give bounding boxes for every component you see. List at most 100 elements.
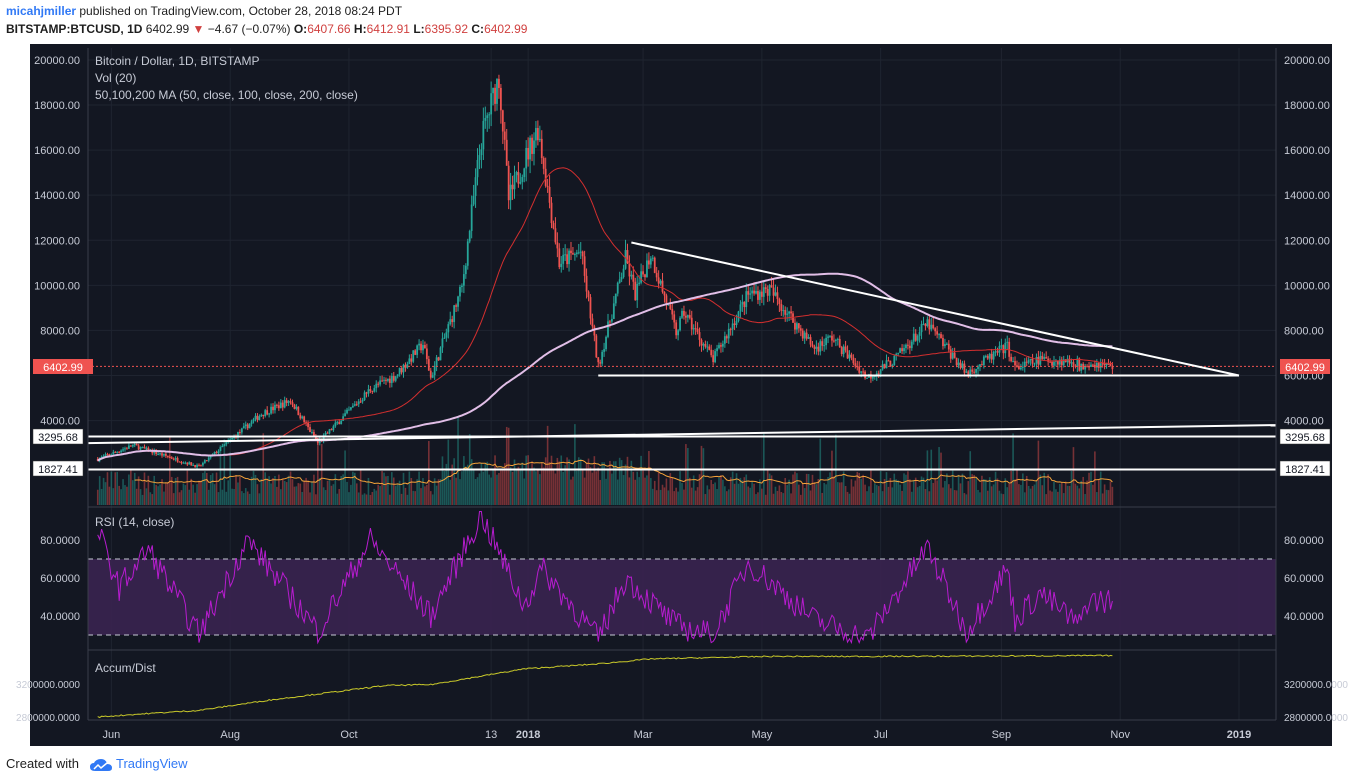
volume-bar: [1055, 489, 1057, 505]
candle-body: [1000, 345, 1003, 347]
volume-bar: [850, 479, 853, 505]
candle-body: [293, 404, 296, 409]
volume-bar: [145, 488, 148, 505]
volume-bar: [346, 481, 348, 505]
candles: [96, 74, 1114, 469]
tradingview-chart[interactable]: Jun Aug Oct 13 2018 Mar May Jul Sep Nov 2019 20000.…: [0, 40, 1364, 750]
volume-bar: [239, 476, 241, 505]
candle-body: [219, 446, 222, 451]
volume-bar: [875, 485, 878, 505]
candle-body: [1074, 365, 1077, 367]
candle-body: [774, 292, 777, 296]
volume-bar: [1018, 484, 1020, 505]
y-tick-label-left: 20000.00: [34, 55, 80, 67]
candle-body: [1111, 366, 1114, 370]
volume-bar: [823, 482, 825, 505]
candle-body: [394, 376, 397, 381]
y-tick-label-right: 12000.00: [1284, 235, 1330, 247]
candle-body: [673, 314, 676, 323]
candle-body: [979, 364, 981, 367]
volume-bar: [1053, 481, 1055, 505]
candle-body: [464, 265, 467, 275]
volume-bar: [854, 480, 857, 505]
candle-body: [969, 369, 972, 375]
volume-bar: [640, 455, 642, 505]
candle-body: [1064, 359, 1067, 363]
volume-bar: [453, 458, 455, 505]
candle-body: [1058, 359, 1061, 365]
candle-body: [819, 341, 822, 352]
volume-bar: [122, 479, 124, 505]
author-link[interactable]: micahjmiller: [6, 4, 77, 18]
candle-body: [928, 319, 931, 330]
level-tag-right-2: 1827.41: [1279, 460, 1331, 477]
candle-body: [525, 147, 528, 169]
volume-bar: [451, 464, 453, 505]
candle-body: [741, 301, 744, 305]
volume-bar: [260, 479, 263, 505]
candle-body: [536, 128, 539, 141]
volume-bar: [1111, 486, 1114, 505]
candle-body: [1027, 360, 1030, 363]
volume-bar: [1057, 491, 1059, 505]
candle-body: [647, 260, 650, 265]
candle-body: [749, 293, 752, 295]
volume-bar: [104, 482, 107, 505]
volume-bar: [788, 479, 790, 505]
volume-bar: [597, 467, 600, 505]
candle-body: [871, 376, 874, 379]
volume-bar: [622, 475, 625, 505]
candle-body: [1076, 358, 1079, 367]
candle-body: [476, 159, 479, 178]
volume-bar: [437, 479, 440, 505]
volume-bar: [163, 491, 165, 505]
accum-dist-label: Accum/Dist: [95, 661, 156, 675]
candle-body: [759, 291, 761, 300]
candle-body: [698, 332, 701, 340]
candle-body: [977, 366, 979, 369]
candle-body: [564, 254, 567, 256]
candle-body: [642, 271, 644, 275]
volume-bar: [809, 490, 812, 505]
candle-body: [809, 337, 812, 345]
x-tick-label: Jun: [102, 729, 120, 741]
volume-bar: [535, 471, 537, 505]
volume-bar: [741, 480, 744, 505]
candle-body: [1018, 365, 1020, 370]
volume-bar: [936, 480, 938, 505]
candle-body: [1078, 358, 1081, 371]
volume-bar: [198, 480, 200, 505]
candle-body: [718, 345, 720, 349]
volume-bar: [213, 484, 216, 505]
candle-body: [665, 295, 668, 305]
volume-bar: [502, 469, 504, 505]
candle-body: [309, 427, 311, 433]
volume-bar: [1092, 484, 1094, 505]
volume-bar: [244, 488, 247, 505]
candle-body: [544, 168, 547, 186]
rsi-tick-right: 40.0000: [1284, 611, 1324, 623]
candle-body: [459, 287, 461, 297]
candle-body: [757, 291, 759, 300]
volume-bar: [990, 486, 993, 505]
candle-body: [1099, 363, 1102, 368]
candle-body: [570, 250, 572, 254]
volume-bar: [365, 494, 368, 505]
volume-bar: [124, 485, 126, 505]
tradingview-link[interactable]: TradingView: [116, 756, 188, 771]
candle-body: [745, 291, 748, 308]
volume-bar: [217, 492, 220, 505]
candle-body: [266, 410, 269, 415]
volume-bar: [1031, 486, 1034, 505]
candle-body: [361, 399, 364, 402]
candle-body: [686, 315, 689, 318]
candle-body: [729, 328, 732, 330]
y-tick-label-left: 4000.00: [40, 416, 80, 428]
candle-body: [836, 338, 839, 340]
candle-body: [172, 458, 175, 460]
volume-bar: [951, 470, 954, 505]
candle-body: [591, 318, 594, 327]
volume-bar: [155, 485, 157, 505]
candle-body: [207, 457, 210, 461]
candle-body: [166, 455, 169, 457]
